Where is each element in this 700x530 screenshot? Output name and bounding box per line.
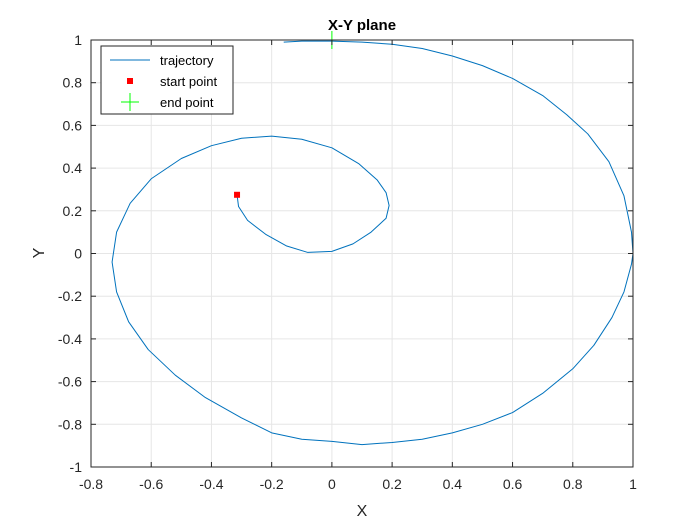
x-tick-label-2: -0.4 bbox=[199, 476, 223, 492]
axes bbox=[90, 39, 634, 468]
x-tick-label-6: 0.4 bbox=[443, 476, 463, 492]
x-tick-label-3: -0.2 bbox=[260, 476, 284, 492]
x-tick-label-5: 0.2 bbox=[382, 476, 402, 492]
y-tick-label-10: 1 bbox=[74, 32, 82, 48]
legend-start-point-swatch bbox=[127, 78, 133, 84]
chart-title: X-Y plane bbox=[328, 17, 396, 34]
y-axis-label: Y bbox=[31, 247, 48, 258]
y-tick-label-6: 0.2 bbox=[63, 203, 83, 219]
start-point-marker bbox=[234, 191, 241, 198]
y-tick-label-7: 0.4 bbox=[63, 160, 83, 176]
y-tick-label-9: 0.8 bbox=[63, 75, 83, 91]
x-tick-label-7: 0.6 bbox=[503, 476, 523, 492]
y-tick-label-4: -0.2 bbox=[58, 288, 82, 304]
legend-start-point-label: start point bbox=[160, 74, 217, 89]
x-tick-label-1: -0.6 bbox=[139, 476, 163, 492]
x-axis-label: X bbox=[357, 503, 368, 520]
legend-trajectory-label: trajectory bbox=[160, 53, 214, 68]
y-tick-label-0: -1 bbox=[70, 459, 83, 475]
y-tick-label-3: -0.4 bbox=[58, 331, 82, 347]
y-tick-label-2: -0.6 bbox=[58, 374, 82, 390]
legend-end-point-swatch bbox=[121, 93, 139, 111]
y-tick-label-5: 0 bbox=[74, 246, 82, 262]
y-tick-label-1: -0.8 bbox=[58, 416, 82, 432]
legend: trajectory start point end point bbox=[100, 45, 234, 115]
x-tick-label-4: 0 bbox=[328, 476, 336, 492]
x-tick-label-0: -0.8 bbox=[79, 476, 103, 492]
y-tick-label-8: 0.6 bbox=[63, 117, 83, 133]
x-tick-label-9: 1 bbox=[629, 476, 637, 492]
legend-end-point-label: end point bbox=[160, 95, 214, 110]
tick-labels: -0.8 -0.6 -0.4 -0.2 0 0.2 0.4 0.6 0.8 1-1-0.8-0.6… bbox=[58, 32, 637, 492]
legend-box bbox=[100, 45, 234, 115]
trajectory-line bbox=[111, 40, 634, 446]
x-tick-label-8: 0.8 bbox=[563, 476, 583, 492]
